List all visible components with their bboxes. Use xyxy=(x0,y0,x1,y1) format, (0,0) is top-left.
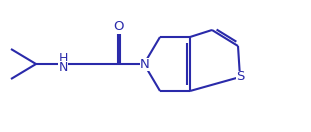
Text: H: H xyxy=(58,52,68,65)
Text: S: S xyxy=(236,70,244,84)
Text: N: N xyxy=(140,58,150,70)
Text: O: O xyxy=(113,20,123,34)
Text: N: N xyxy=(58,61,68,74)
